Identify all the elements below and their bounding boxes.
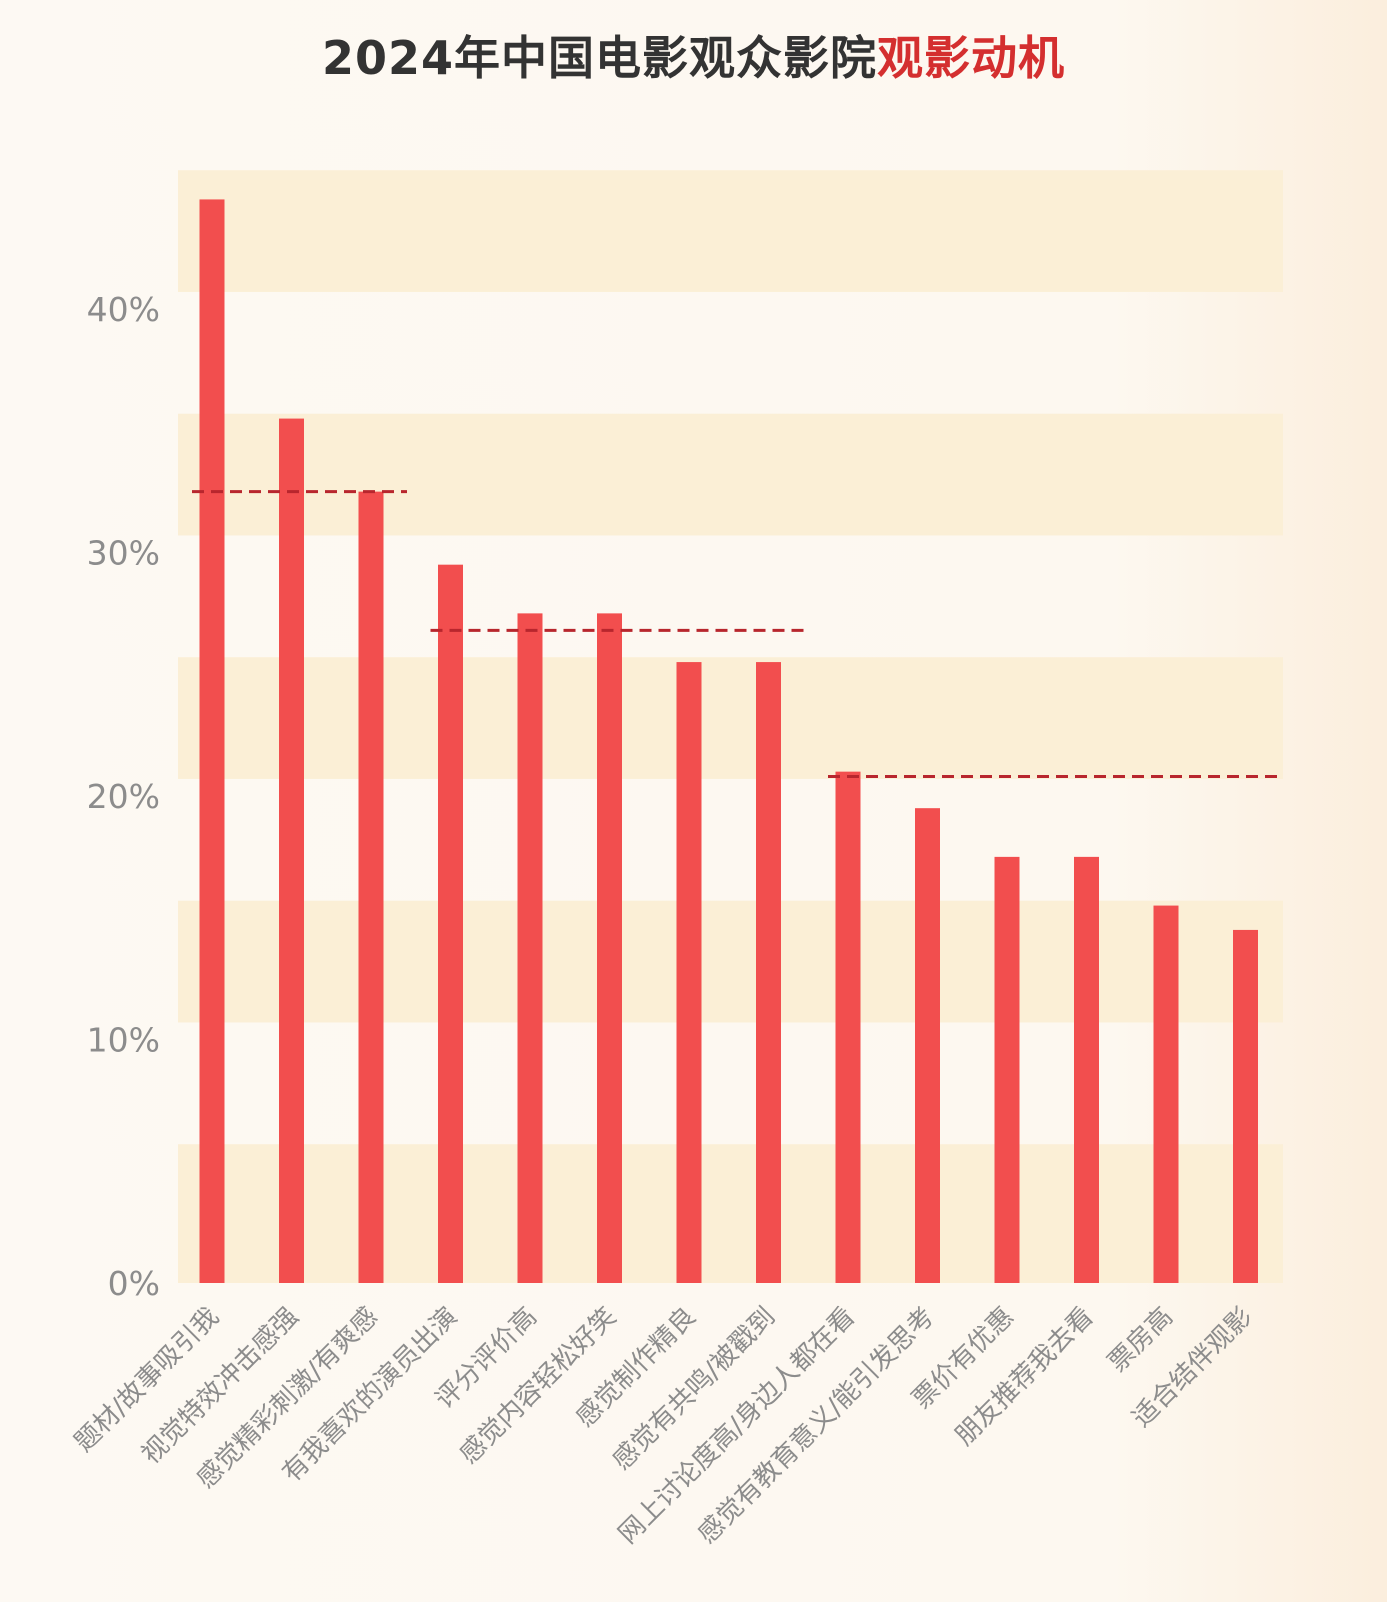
bar — [1233, 929, 1258, 1283]
bar — [597, 613, 622, 1283]
y-tick-label: 10% — [87, 1021, 160, 1060]
x-tick-label: 题材/故事吸引我 — [69, 1302, 225, 1458]
group-average-lines — [192, 490, 1282, 779]
grid-band — [178, 657, 1283, 779]
chart-title: 2024年中国电影观众影院观影动机 — [0, 22, 1387, 88]
grid-band — [178, 1168, 1283, 1283]
bar — [1074, 856, 1099, 1283]
bar — [835, 771, 861, 1283]
title-highlight: 观影动机 — [877, 31, 1066, 85]
grid-band — [178, 900, 1283, 1023]
y-tick-label: 20% — [87, 777, 160, 816]
title-main: 2024年中国电影观众影院 — [321, 31, 878, 85]
y-axis: 0% 10% 20% 30% 40% — [87, 290, 160, 1303]
grid-band — [178, 170, 1283, 292]
bars — [199, 199, 1258, 1283]
x-tick-label: 朋友推荐我去看 — [950, 1302, 1100, 1452]
bar — [517, 613, 543, 1283]
bar — [756, 662, 781, 1283]
background-bands — [178, 170, 1283, 1283]
bar — [1153, 905, 1179, 1283]
bar — [279, 418, 304, 1283]
y-tick-label: 40% — [87, 290, 160, 329]
y-tick-label: 0% — [108, 1264, 160, 1303]
x-axis: 题材/故事吸引我视觉特效冲击感强感觉精彩刺激/有爽感有我喜欢的演员出演评分评价高… — [69, 1302, 1259, 1550]
bar — [438, 564, 463, 1283]
bar — [676, 662, 702, 1283]
bar — [915, 808, 940, 1283]
y-tick-label: 30% — [87, 534, 160, 573]
bar — [358, 491, 384, 1283]
x-tick-label: 票房高 — [1103, 1302, 1179, 1378]
grid-band — [178, 413, 1283, 536]
bar — [199, 199, 225, 1283]
bar — [994, 856, 1020, 1283]
